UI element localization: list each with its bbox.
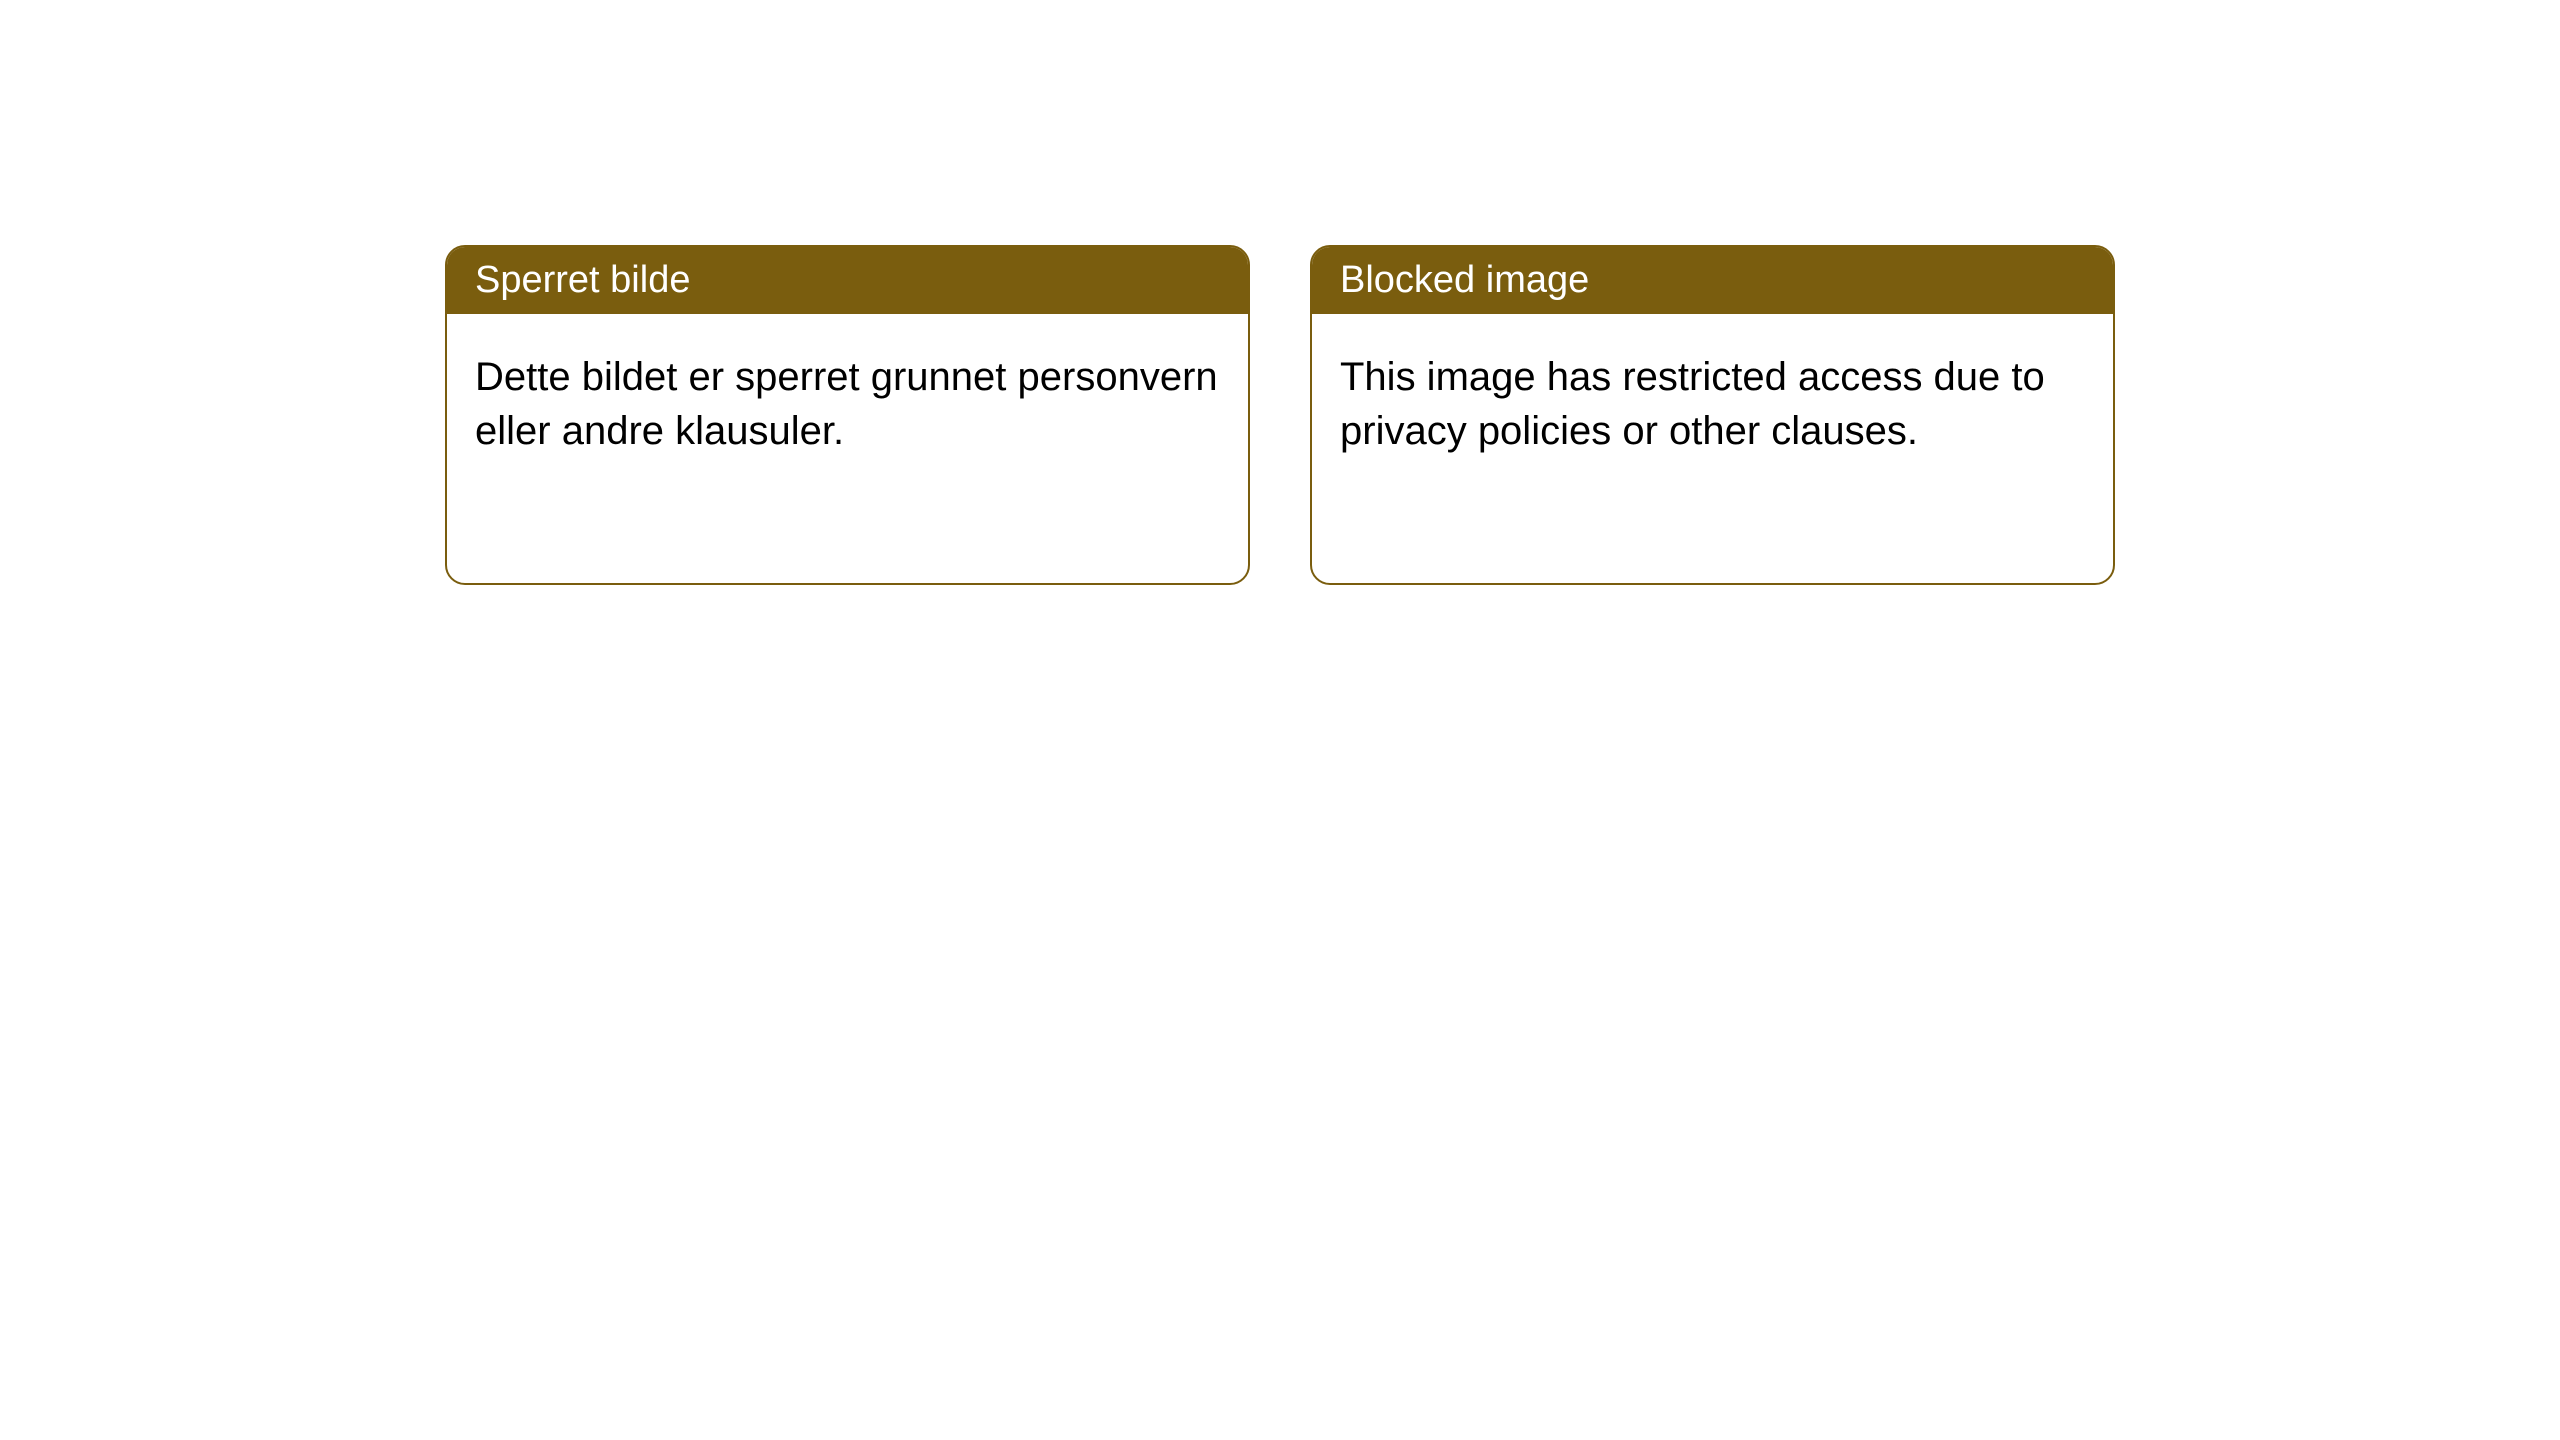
notice-title-norwegian: Sperret bilde: [447, 247, 1248, 314]
notice-card-english: Blocked image This image has restricted …: [1310, 245, 2115, 585]
notice-title-english: Blocked image: [1312, 247, 2113, 314]
notice-card-norwegian: Sperret bilde Dette bildet er sperret gr…: [445, 245, 1250, 585]
notice-container: Sperret bilde Dette bildet er sperret gr…: [445, 245, 2115, 585]
notice-message-norwegian: Dette bildet er sperret grunnet personve…: [447, 314, 1248, 494]
notice-message-english: This image has restricted access due to …: [1312, 314, 2113, 494]
